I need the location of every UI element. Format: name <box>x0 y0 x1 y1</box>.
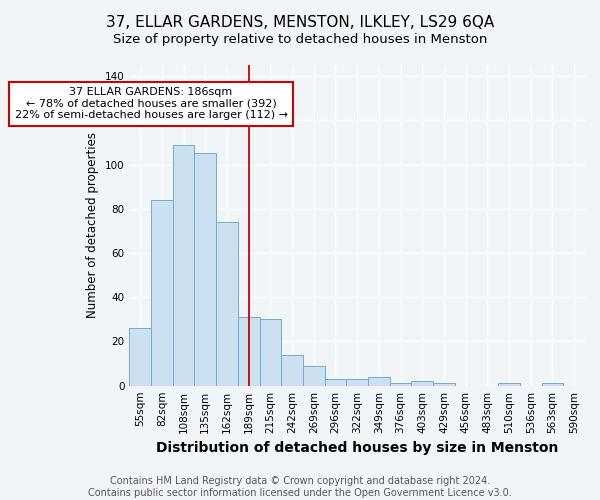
Bar <box>498 384 520 386</box>
Bar <box>260 320 281 386</box>
Text: Contains HM Land Registry data © Crown copyright and database right 2024.
Contai: Contains HM Land Registry data © Crown c… <box>88 476 512 498</box>
Text: Size of property relative to detached houses in Menston: Size of property relative to detached ho… <box>113 32 487 46</box>
Bar <box>173 144 194 386</box>
Bar <box>194 154 216 386</box>
Bar <box>390 384 412 386</box>
Bar <box>303 366 325 386</box>
Bar <box>368 377 390 386</box>
Text: 37, ELLAR GARDENS, MENSTON, ILKLEY, LS29 6QA: 37, ELLAR GARDENS, MENSTON, ILKLEY, LS29… <box>106 15 494 30</box>
Bar <box>412 382 433 386</box>
X-axis label: Distribution of detached houses by size in Menston: Distribution of detached houses by size … <box>156 441 559 455</box>
Bar <box>216 222 238 386</box>
Bar <box>542 384 563 386</box>
Bar <box>238 317 260 386</box>
Bar <box>130 328 151 386</box>
Bar <box>346 379 368 386</box>
Bar <box>281 354 303 386</box>
Bar <box>433 384 455 386</box>
Bar <box>151 200 173 386</box>
Text: 37 ELLAR GARDENS: 186sqm
← 78% of detached houses are smaller (392)
22% of semi-: 37 ELLAR GARDENS: 186sqm ← 78% of detach… <box>14 87 287 120</box>
Bar <box>325 379 346 386</box>
Y-axis label: Number of detached properties: Number of detached properties <box>86 132 99 318</box>
